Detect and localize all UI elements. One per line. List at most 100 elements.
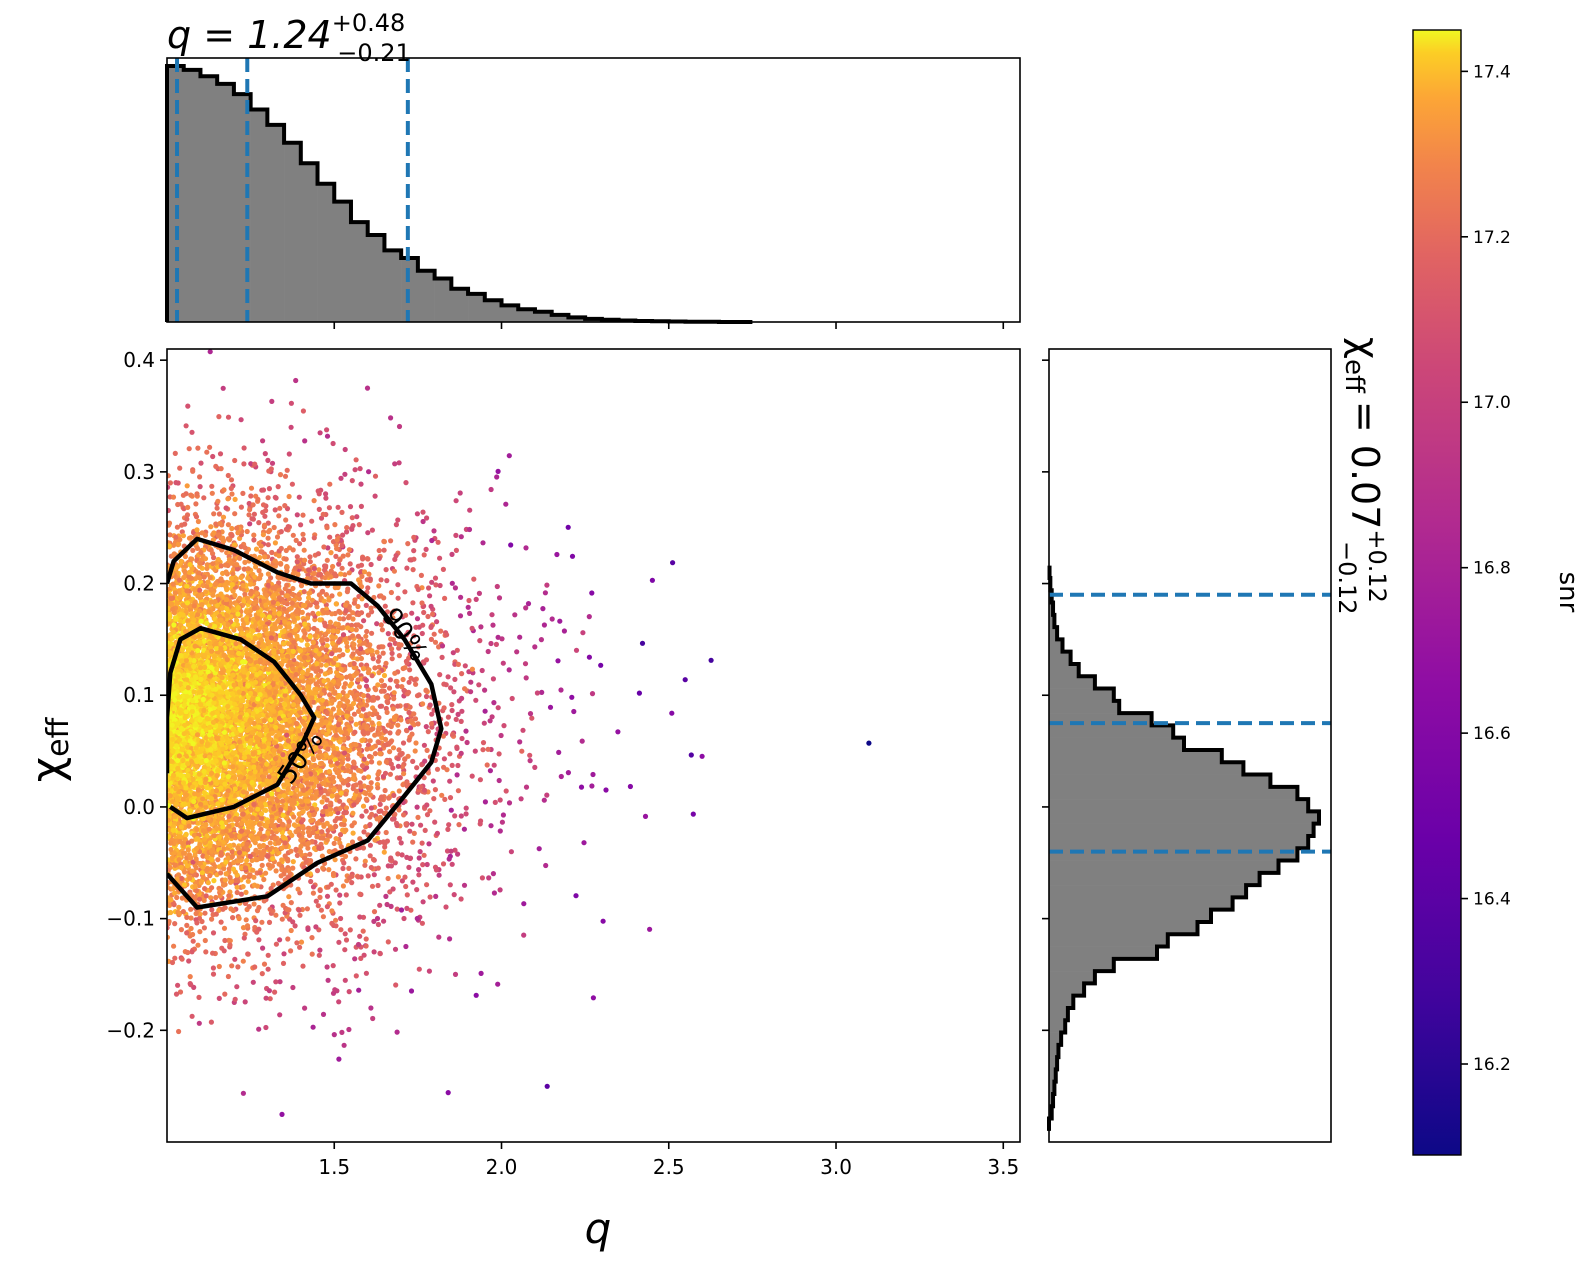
scatter-point: [345, 552, 351, 558]
scatter-point: [342, 572, 348, 578]
scatter-point: [210, 453, 216, 460]
scatter-point: [327, 534, 333, 540]
scatter-point: [210, 971, 217, 977]
scatter-point: [294, 512, 300, 518]
scatter-point: [333, 553, 339, 560]
scatter-point: [298, 767, 304, 773]
q-hist-bar: [384, 250, 402, 322]
scatter-point: [386, 685, 393, 691]
scatter-point: [353, 856, 359, 862]
scatter-point: [222, 991, 228, 997]
scatter-point: [198, 460, 204, 466]
scatter-point: [690, 811, 696, 817]
scatter-point: [353, 973, 359, 979]
scatter-point: [327, 669, 333, 675]
scatter-point: [452, 813, 458, 819]
scatter-point: [324, 964, 330, 970]
scatter-point: [544, 582, 550, 588]
scatter-point: [491, 890, 497, 896]
scatter-point: [461, 826, 467, 832]
scatter-point: [365, 873, 371, 879]
scatter-point: [267, 768, 273, 774]
scatter-point: [478, 970, 484, 977]
scatter-point: [382, 603, 388, 609]
scatter-point: [369, 673, 375, 679]
scatter-point: [180, 909, 186, 915]
scatter-point: [304, 906, 310, 912]
scatter-point: [433, 582, 439, 588]
scatter-point: [455, 851, 461, 857]
scatter-point: [392, 860, 398, 866]
scatter-point: [372, 473, 379, 479]
scatter-point: [283, 547, 289, 554]
scatter-point: [395, 683, 401, 689]
scatter-point: [336, 1056, 342, 1062]
scatter-point: [508, 542, 514, 548]
scatter-point: [253, 564, 259, 570]
scatter-point: [310, 890, 316, 896]
scatter-point: [208, 524, 214, 530]
scatter-point: [341, 1042, 347, 1048]
scatter-point: [357, 933, 363, 939]
scatter-point: [176, 1028, 182, 1035]
scatter-point: [238, 574, 244, 581]
scatter-point: [375, 658, 381, 664]
scatter-point: [387, 677, 393, 683]
scatter-point: [296, 591, 302, 598]
scatter-point: [451, 689, 457, 695]
scatter-point: [454, 745, 460, 752]
scatter-point: [318, 907, 324, 913]
scatter-point: [355, 797, 361, 803]
scatter-point: [573, 893, 579, 899]
scatter-point: [305, 572, 311, 578]
q-hist-bar: [350, 222, 369, 322]
scatter-point: [265, 542, 271, 548]
scatter-point: [300, 512, 306, 518]
scatter-point: [357, 466, 363, 472]
scatter-point: [301, 634, 307, 640]
scatter-point: [330, 706, 336, 712]
q-hist-step: [165, 64, 753, 324]
scatter-point: [337, 616, 343, 622]
scatter-point: [489, 714, 495, 720]
scatter-point: [315, 903, 321, 909]
scatter-point: [453, 716, 459, 723]
scatter-point: [324, 427, 330, 433]
scatter-point: [372, 493, 378, 499]
scatter-point: [176, 904, 182, 911]
scatter-point: [377, 951, 383, 957]
q-hist-bar: [317, 183, 335, 322]
scatter-point: [569, 553, 576, 559]
scatter-point: [213, 894, 219, 901]
scatter-point: [390, 745, 397, 751]
scatter-point: [413, 624, 419, 630]
scatter-point: [291, 657, 297, 664]
scatter-point: [323, 495, 329, 501]
scatter-point: [208, 895, 214, 901]
scatter-point: [339, 1029, 345, 1035]
scatter-point: [450, 650, 456, 656]
q-quantile-lines: [175, 58, 410, 322]
scatter-point: [365, 585, 371, 591]
scatter-point: [414, 511, 420, 517]
scatter-point: [350, 610, 356, 616]
scatter-point: [172, 450, 178, 456]
scatter-point: [495, 705, 501, 711]
scatter-point: [257, 554, 263, 561]
scatter-point: [441, 764, 447, 770]
scatter-point: [404, 780, 410, 786]
scatter-point: [185, 618, 191, 624]
scatter-point: [285, 936, 291, 942]
scatter-point: [168, 909, 174, 916]
scatter-point: [439, 654, 445, 661]
q-hist-bar: [484, 300, 502, 322]
scatter-point: [433, 893, 439, 900]
scatter-point: [421, 609, 427, 616]
scatter-point: [342, 931, 348, 937]
scatter-point: [647, 926, 653, 932]
scatter-point: [512, 612, 518, 618]
scatter-point: [479, 875, 485, 881]
scatter-point: [338, 475, 344, 481]
scatter-point: [228, 878, 235, 885]
scatter-point: [319, 799, 325, 805]
